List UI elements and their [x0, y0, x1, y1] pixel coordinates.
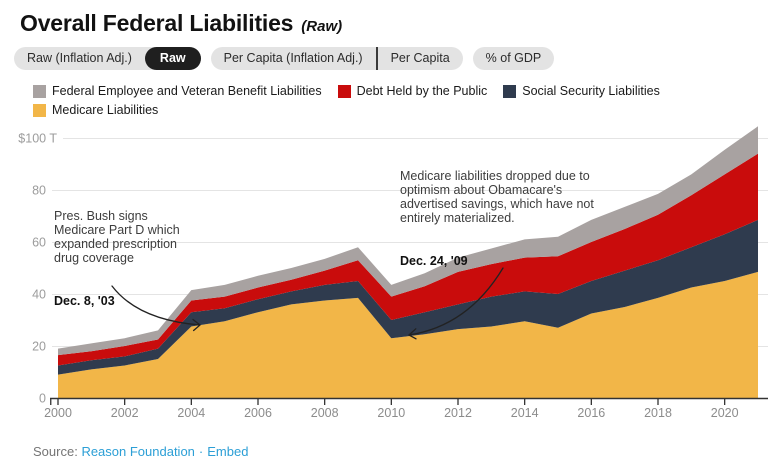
x-tick-label-2012: 2012: [444, 406, 472, 420]
legend-row: Medicare Liabilities: [33, 103, 660, 117]
arrow-medicare-part-d: [111, 285, 201, 326]
x-tick-label-2016: 2016: [577, 406, 605, 420]
page-subtitle: (Raw): [301, 18, 343, 35]
tab-group-gdp: % of GDP: [472, 47, 555, 70]
annotation-obamacare: Medicare liabilities dropped due to opti…: [400, 141, 594, 296]
source-link-reason-foundation[interactable]: Reason Foundation: [81, 444, 195, 459]
x-tick-label-2006: 2006: [244, 406, 272, 420]
source-label: Source:: [33, 444, 78, 459]
legend-swatch-medicare: [33, 103, 46, 117]
tab-group-per-capita: Per Capita (Inflation Adj.) Per Capita: [210, 47, 463, 70]
x-tick-label-2000: 2000: [44, 406, 72, 420]
annotation-date: Dec. 8, '03: [54, 294, 115, 308]
x-tick-label-2010: 2010: [377, 406, 405, 420]
arrowhead-medicare-part-d: [192, 318, 201, 332]
view-tab-bar: Raw (Inflation Adj.) Raw Per Capita (Inf…: [14, 47, 555, 70]
source-line: Source: Reason Foundation · Embed: [33, 444, 248, 459]
legend-label: Medicare Liabilities: [52, 103, 159, 117]
tab-raw-inflation-adj[interactable]: Raw (Inflation Adj.): [14, 47, 145, 70]
legend-row: Federal Employee and Veteran Benefit Lia…: [33, 84, 660, 98]
area-social-security: [58, 219, 758, 375]
arrowhead-obamacare-dip: [408, 328, 417, 340]
y-tick-label-40: 40: [32, 288, 46, 302]
embed-link[interactable]: Embed: [207, 444, 249, 459]
chart-canvas: 2000 2002 2004 2006 2008 2010 2012 2014 2016 2018…: [18, 126, 768, 420]
tab-group-raw: Raw (Inflation Adj.) Raw: [14, 47, 201, 70]
annotation-medicare-part-d: Pres. Bush signs Medicare Part D which e…: [54, 181, 180, 336]
header: Overall Federal Liabilities (Raw): [20, 10, 342, 37]
annotation-date: Dec. 24, '09: [400, 254, 468, 268]
y-tick-label-100: $100 T: [18, 132, 57, 146]
tab-percent-of-gdp[interactable]: % of GDP: [473, 47, 555, 70]
tab-per-capita[interactable]: Per Capita: [378, 47, 463, 70]
chart-legend: Federal Employee and Veteran Benefit Lia…: [33, 84, 660, 122]
legend-item-medicare: Medicare Liabilities: [33, 103, 158, 117]
x-tick-label-2008: 2008: [311, 406, 339, 420]
area-medicare: [58, 271, 758, 398]
tab-divider: [375, 47, 378, 70]
tab-per-capita-inflation-adj[interactable]: Per Capita (Inflation Adj.): [211, 47, 376, 70]
legend-label: Federal Employee and Veteran Benefit Lia…: [52, 84, 322, 98]
x-tick-label-2018: 2018: [644, 406, 672, 420]
legend-label: Debt Held by the Public: [356, 84, 488, 98]
area-debt-held-by-public: [58, 153, 758, 366]
annotation-text: Medicare liabilities dropped due to opti…: [400, 169, 594, 225]
x-tick-label-2014: 2014: [511, 406, 539, 420]
annotation-arrows: [111, 267, 504, 340]
y-tick-label-0: 0: [39, 392, 46, 406]
legend-item-federal-employee: Federal Employee and Veteran Benefit Lia…: [33, 84, 322, 98]
legend-item-debt-public: Debt Held by the Public: [337, 84, 488, 98]
legend-swatch-debt-public: [337, 84, 351, 98]
arrow-obamacare-dip: [408, 267, 504, 336]
y-tick-label-60: 60: [32, 236, 46, 250]
stacked-area-chart: 2000 2002 2004 2006 2008 2010 2012 2014 2016 2018…: [0, 126, 768, 438]
source-separator: ·: [198, 444, 204, 459]
tab-raw[interactable]: Raw: [144, 47, 201, 70]
x-tick-label-2002: 2002: [111, 406, 139, 420]
legend-item-social-security: Social Security Liabilities: [503, 84, 660, 98]
y-tick-label-20: 20: [32, 340, 46, 354]
legend-swatch-federal-employee: [33, 84, 46, 98]
legend-label: Social Security Liabilities: [522, 84, 660, 98]
annotation-text: Pres. Bush signs Medicare Part D which e…: [54, 209, 180, 265]
page-title: Overall Federal Liabilities: [20, 10, 294, 36]
legend-swatch-social-security: [503, 84, 517, 98]
x-tick-label-2020: 2020: [711, 406, 739, 420]
y-tick-label-80: 80: [32, 184, 46, 198]
x-tick-label-2004: 2004: [177, 406, 205, 420]
